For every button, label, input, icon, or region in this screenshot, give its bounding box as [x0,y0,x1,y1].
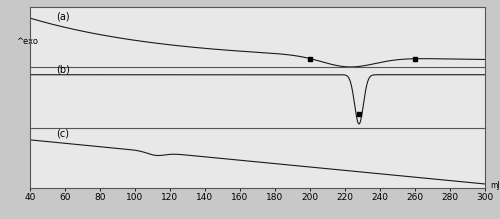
Text: mJ: mJ [490,180,500,190]
Text: (b): (b) [56,65,70,75]
Text: (a): (a) [56,11,70,21]
Y-axis label: ^exo: ^exo [16,37,38,46]
Text: (c): (c) [56,129,69,139]
